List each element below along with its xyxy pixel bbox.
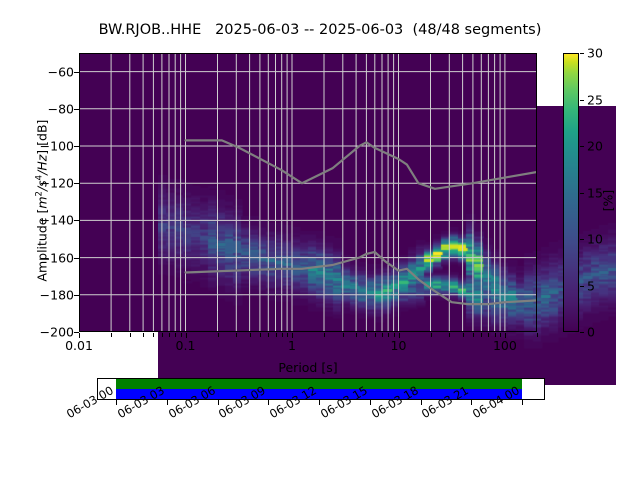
timeline-tick-label: 06-03 00 — [64, 383, 116, 422]
x-tick-label: 10 — [390, 338, 407, 353]
timeline-tick — [319, 400, 320, 405]
x-tick-minor — [537, 333, 538, 337]
x-tick-minor — [324, 333, 325, 337]
timeline-tick — [522, 400, 523, 405]
x-tick-label: 1 — [288, 338, 296, 353]
timeline-tick — [420, 400, 422, 405]
y-tick — [74, 332, 79, 333]
y-tick — [74, 257, 79, 259]
colorbar-tick — [580, 239, 584, 240]
x-tick-minor — [143, 333, 145, 337]
y-tick — [74, 108, 79, 110]
colorbar-tick-label: 10 — [587, 231, 603, 247]
colorbar-tick-label: 5 — [587, 278, 595, 293]
colorbar-tick-label: 20 — [587, 138, 603, 154]
x-tick-major — [504, 333, 506, 338]
x-tick-minor — [488, 333, 490, 337]
x-tick-minor — [275, 333, 277, 337]
x-tick-minor — [430, 333, 432, 337]
x-tick-major — [292, 333, 293, 338]
colorbar-tick-label: 25 — [587, 92, 603, 107]
colorbar-tick — [580, 285, 584, 287]
x-tick-minor — [481, 333, 483, 337]
timeline-psd-bar — [116, 389, 522, 399]
x-tick-minor — [462, 333, 464, 337]
x-tick-major — [79, 333, 80, 338]
x-tick-minor — [268, 333, 270, 337]
timeline-data-bar — [116, 379, 522, 389]
colorbar-tick-label: 30 — [587, 45, 603, 61]
x-tick-minor — [374, 333, 376, 337]
x-tick-minor — [494, 333, 496, 337]
x-tick-minor — [129, 333, 131, 337]
x-tick-label: 0.1 — [175, 338, 196, 353]
timeline-tick — [471, 400, 473, 405]
x-tick-major — [398, 333, 400, 338]
y-tick-label: −160 — [39, 250, 74, 266]
colorbar-tick — [580, 192, 584, 194]
noise-model-curves — [184, 139, 537, 306]
x-tick-minor — [500, 333, 502, 337]
y-tick-label: −140 — [39, 212, 74, 228]
x-tick-minor — [356, 333, 358, 337]
page-title: BW.RJOB..HHE 2025-06-03 -- 2025-06-03 (4… — [98, 22, 542, 38]
colorbar-tick — [580, 99, 584, 101]
x-tick-major — [185, 333, 187, 338]
colorbar-tick — [580, 146, 584, 147]
x-tick-minor — [366, 333, 368, 337]
y-tick-label: −100 — [39, 138, 74, 154]
x-tick-minor — [169, 333, 170, 337]
x-tick-minor — [217, 333, 219, 337]
timeline-tick — [369, 400, 371, 405]
y-tick — [74, 220, 79, 222]
x-tick-minor — [236, 333, 238, 337]
x-tick-minor — [259, 333, 261, 337]
y-tick-label: −60 — [47, 64, 74, 80]
grid-overlay — [79, 53, 537, 332]
x-tick-minor — [249, 333, 251, 337]
x-tick-minor — [287, 333, 289, 337]
x-tick-minor — [111, 333, 113, 337]
x-tick-label: 0.01 — [65, 338, 93, 353]
colorbar-tick — [580, 332, 584, 333]
timeline-tick — [217, 400, 219, 405]
y-axis-label: Amplitude [m2/s4/Hz] [dB] — [34, 119, 50, 282]
x-tick-minor — [388, 333, 390, 337]
timeline-tick — [116, 400, 117, 405]
colorbar-label: [%] — [600, 189, 616, 212]
colorbar-tick — [580, 53, 584, 54]
y-tick-label: −200 — [39, 324, 74, 340]
y-tick-label: −120 — [39, 175, 74, 191]
colorbar-tick-label: 15 — [587, 185, 603, 200]
colorbar — [563, 53, 579, 332]
x-tick-label: 100 — [492, 338, 517, 353]
x-tick-minor — [180, 333, 182, 337]
x-tick-minor — [342, 333, 344, 337]
timeline-tick — [166, 400, 168, 405]
x-axis-label: Period [s] — [278, 360, 338, 375]
x-tick-minor — [393, 333, 395, 337]
timeline-tick — [268, 400, 270, 405]
x-tick-minor — [382, 333, 383, 337]
x-tick-minor — [175, 333, 177, 337]
y-tick-label: −80 — [47, 101, 74, 117]
y-tick — [74, 71, 79, 73]
x-tick-minor — [161, 333, 163, 337]
ppsd-axes[interactable] — [79, 53, 616, 385]
x-tick-minor — [281, 333, 283, 337]
y-tick-label: −180 — [39, 287, 74, 303]
colorbar-tick-label: 0 — [587, 324, 595, 340]
x-tick-minor — [449, 333, 451, 337]
y-tick — [74, 294, 79, 296]
x-tick-minor — [153, 333, 155, 337]
y-tick — [74, 183, 79, 185]
y-tick — [74, 146, 79, 147]
x-tick-minor — [472, 333, 474, 337]
